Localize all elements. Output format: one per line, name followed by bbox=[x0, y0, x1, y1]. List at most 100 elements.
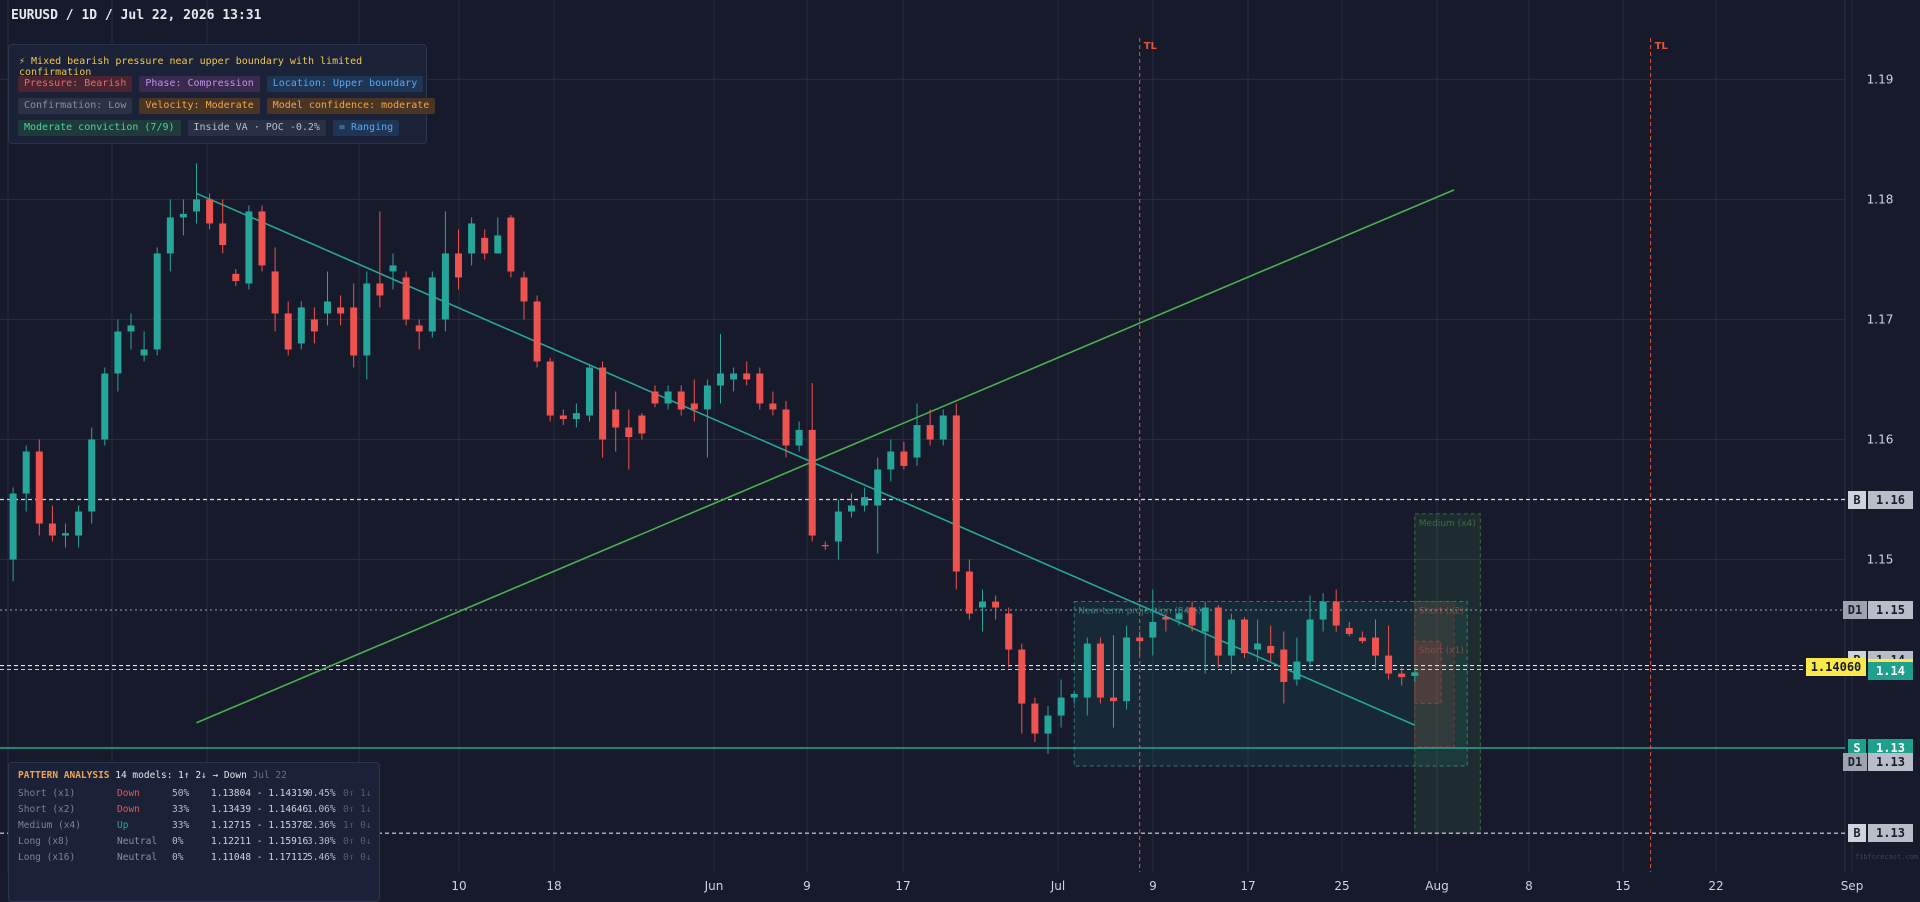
candle bbox=[782, 401, 790, 458]
candle-body bbox=[874, 469, 882, 506]
tl-marker-label: TL bbox=[1144, 41, 1158, 52]
candle-body bbox=[1241, 619, 1248, 654]
candle-body bbox=[376, 283, 384, 296]
candle bbox=[1398, 667, 1406, 686]
summary-headline: ⚡ Mixed bearish pressure near upper boun… bbox=[19, 56, 363, 78]
candle bbox=[62, 523, 69, 548]
current-price-badge: 1.14060 bbox=[1806, 657, 1866, 676]
trendline bbox=[196, 192, 1416, 726]
candle bbox=[1083, 637, 1091, 716]
pattern-analysis-header: PATTERN ANALYSIS 14 models: 1↑ 2↓ → Down… bbox=[18, 770, 287, 781]
candle-body bbox=[1254, 643, 1262, 650]
candle-body bbox=[664, 391, 672, 404]
candle bbox=[979, 589, 986, 632]
candle bbox=[350, 283, 358, 368]
candle bbox=[337, 295, 345, 326]
level-price-badge: 1.13 bbox=[1868, 753, 1913, 772]
candle-body bbox=[324, 301, 331, 314]
candle-body bbox=[1227, 619, 1235, 656]
candle-body bbox=[22, 451, 30, 494]
level-price-badge: 1.16 bbox=[1868, 490, 1913, 509]
candle bbox=[127, 313, 135, 350]
candle bbox=[206, 193, 214, 230]
candle bbox=[795, 421, 803, 452]
candle-body bbox=[1149, 621, 1157, 638]
candle-body bbox=[337, 307, 345, 314]
candle bbox=[232, 269, 240, 286]
candle-body bbox=[1162, 617, 1170, 620]
candle bbox=[1241, 617, 1248, 658]
candle bbox=[559, 409, 567, 426]
candle-body bbox=[507, 217, 515, 272]
candle bbox=[114, 319, 122, 392]
candle bbox=[75, 505, 83, 548]
candle-body bbox=[1110, 697, 1117, 702]
candle bbox=[1070, 691, 1078, 704]
candle-body bbox=[206, 199, 214, 224]
candle-body bbox=[179, 213, 187, 218]
candle-body bbox=[350, 307, 358, 356]
pattern-analysis-date: Jul 22 bbox=[252, 770, 287, 781]
tl-marker-label: TL bbox=[1655, 41, 1669, 52]
candle bbox=[441, 211, 449, 332]
candle bbox=[965, 559, 973, 620]
candle-body bbox=[965, 571, 973, 614]
candle-body bbox=[88, 439, 96, 512]
candle-body bbox=[62, 533, 69, 536]
pattern-ret: 5.46% bbox=[307, 852, 336, 863]
candle-body bbox=[258, 211, 266, 266]
analysis-summary-panel: ⚡ Mixed bearish pressure near upper boun… bbox=[8, 44, 436, 144]
summary-tag: Location: Upper boundary bbox=[266, 76, 424, 92]
level-price-badge: 1.13 bbox=[1868, 824, 1913, 843]
candle bbox=[88, 427, 96, 524]
candle bbox=[324, 271, 331, 326]
candle bbox=[1031, 697, 1039, 742]
candle bbox=[389, 253, 397, 290]
level-flag: B bbox=[1848, 824, 1866, 843]
candle-body bbox=[1136, 637, 1144, 642]
candle bbox=[1110, 635, 1117, 728]
candle-body bbox=[651, 391, 659, 404]
candle-body bbox=[730, 373, 738, 380]
candle-body bbox=[834, 511, 842, 542]
candle-body bbox=[1306, 619, 1314, 662]
candle bbox=[730, 367, 738, 392]
candle bbox=[874, 457, 882, 554]
candle-body bbox=[48, 523, 56, 536]
candle bbox=[219, 199, 227, 254]
candles bbox=[9, 163, 1419, 754]
candle-body bbox=[861, 497, 869, 506]
candle-body bbox=[415, 325, 423, 332]
candle bbox=[1385, 625, 1393, 680]
projection-label: Short (x2) bbox=[1419, 607, 1464, 617]
level-price-badge: 1.15 bbox=[1868, 600, 1913, 619]
candle bbox=[848, 493, 855, 518]
candle bbox=[415, 319, 423, 350]
candle-body bbox=[1398, 673, 1406, 678]
candle-body bbox=[219, 223, 227, 246]
pattern-analysis-models: 14 models: 1↑ 2↓ → Down bbox=[115, 770, 247, 781]
candle bbox=[363, 271, 371, 380]
candle-body bbox=[1345, 627, 1353, 634]
pattern-pct: 0% bbox=[172, 836, 184, 847]
candle bbox=[1136, 631, 1144, 656]
pattern-range: 1.11048 - 1.17112 bbox=[211, 852, 309, 863]
level-flag: B bbox=[1848, 490, 1866, 509]
candle-body bbox=[127, 325, 135, 332]
candle-body bbox=[756, 373, 764, 404]
pattern-ret: 1.06% bbox=[307, 804, 336, 815]
candle-body bbox=[638, 415, 646, 434]
candle-body bbox=[520, 277, 528, 302]
candle-body bbox=[140, 349, 148, 356]
summary-tags-row: Pressure: Bearish Phase: Compression Locat… bbox=[18, 76, 424, 92]
candle-body bbox=[782, 409, 790, 446]
candle bbox=[1018, 643, 1026, 734]
pattern-arrows: 0↑ 0↓ bbox=[343, 836, 372, 847]
candle bbox=[572, 403, 580, 428]
candle bbox=[1096, 637, 1104, 704]
candle bbox=[284, 301, 292, 356]
candle-body bbox=[677, 391, 685, 410]
candle-body bbox=[389, 265, 397, 272]
